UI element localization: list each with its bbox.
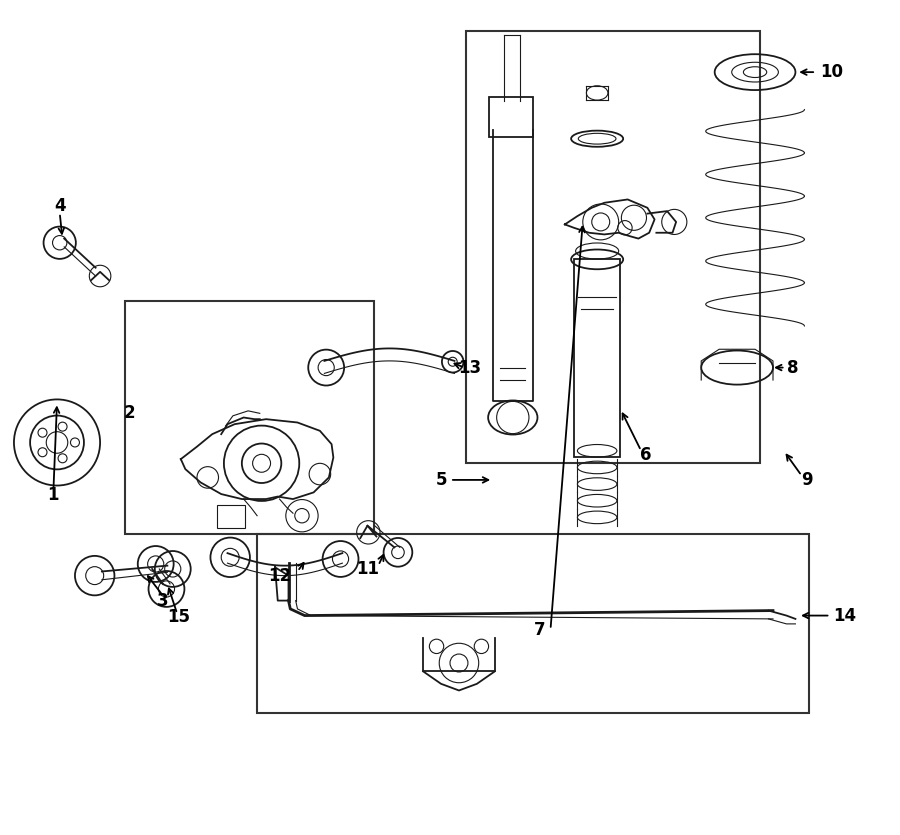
Text: 8: 8	[787, 358, 798, 377]
Text: 5: 5	[436, 471, 446, 489]
Text: 9: 9	[801, 471, 813, 489]
Text: 7: 7	[534, 620, 545, 639]
Bar	[490, 97, 533, 138]
Bar	[466, 31, 760, 463]
Text: 15: 15	[167, 608, 191, 626]
Text: 6: 6	[640, 446, 652, 464]
Bar	[125, 301, 374, 534]
Text: 11: 11	[356, 560, 379, 578]
Bar	[574, 260, 620, 457]
Bar	[257, 534, 809, 713]
Text: 10: 10	[820, 63, 842, 81]
Text: 13: 13	[458, 358, 482, 377]
Text: 3: 3	[158, 591, 168, 610]
Bar	[217, 505, 246, 529]
Text: 1: 1	[48, 486, 59, 504]
Text: 2: 2	[124, 404, 136, 423]
Text: 14: 14	[833, 606, 856, 625]
Text: 12: 12	[268, 567, 291, 584]
Text: 4: 4	[54, 197, 66, 215]
